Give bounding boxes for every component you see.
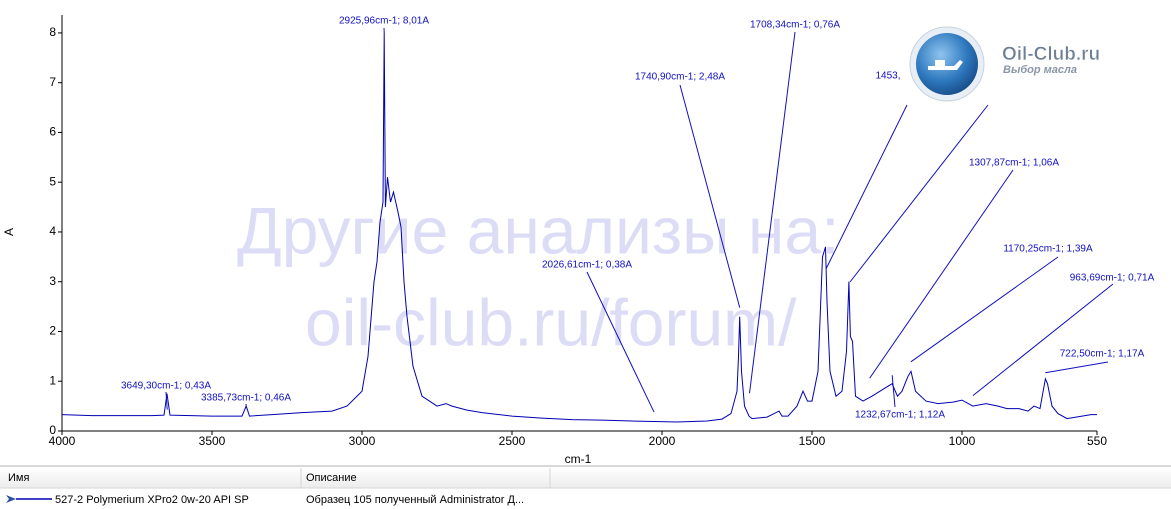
series-description[interactable]: Образец 105 полученный Administrator Д..… bbox=[306, 494, 524, 506]
annotation-leader bbox=[849, 104, 989, 283]
logo-title: Oil-Club.ru bbox=[1002, 44, 1100, 65]
annotation-label: 1708,34cm-1; 0,76A bbox=[750, 20, 840, 31]
annotation-leader bbox=[910, 256, 1059, 363]
logo-subtitle: Выбор масла bbox=[1003, 64, 1077, 76]
y-tick-label: 6 bbox=[49, 125, 56, 139]
legend-entry[interactable]: 527-2 Polymerium XPro2 0w-20 API SP bbox=[55, 494, 249, 506]
annotation-label: 1307,87cm-1; 1,06A bbox=[969, 158, 1059, 169]
annotation-label: 3649,30cm-1; 0,43A bbox=[121, 381, 211, 392]
annotation-leader bbox=[825, 104, 908, 270]
column-header[interactable]: Имя bbox=[8, 472, 29, 484]
y-tick-label: 2 bbox=[49, 324, 56, 338]
y-tick-label: 4 bbox=[49, 224, 56, 238]
watermark: Другие анализы на: oil-club.ru/forum/ bbox=[237, 193, 839, 359]
logo-disc bbox=[916, 33, 978, 95]
y-tick-label: 0 bbox=[49, 423, 56, 437]
annotation-label: 1453, bbox=[875, 71, 900, 82]
x-tick-label: 1500 bbox=[799, 434, 826, 448]
column-header[interactable]: Описание bbox=[306, 472, 357, 484]
annotation-label: 1232,67cm-1; 1,12A bbox=[855, 410, 945, 421]
annotation-leader bbox=[869, 169, 1014, 379]
y-tick-label: 3 bbox=[49, 274, 56, 288]
annotation-leader bbox=[972, 283, 1114, 397]
x-axis-label: cm-1 bbox=[565, 452, 592, 466]
annotation-label: 963,69cm-1; 0,71A bbox=[1070, 273, 1155, 284]
annotation-label: 3385,73cm-1; 0,46A bbox=[201, 393, 291, 404]
y-tick-label: 1 bbox=[49, 373, 56, 387]
table-header bbox=[0, 467, 1171, 488]
annotation-label: 2925,96cm-1; 8,01A bbox=[339, 16, 429, 27]
x-tick-label: 550 bbox=[1087, 434, 1107, 448]
annotation-leader bbox=[891, 375, 896, 408]
series-table: Имя Описание 527-2 Polymerium XPro2 0w-2… bbox=[0, 465, 1171, 506]
annotation-label: 1740,90cm-1; 2,48A bbox=[635, 72, 725, 83]
annotation-leader bbox=[749, 31, 796, 394]
row-pointer bbox=[6, 495, 16, 503]
x-tick-label: 2000 bbox=[649, 434, 676, 448]
logo: Oil-Club.ru Выбор масла bbox=[909, 26, 1100, 102]
y-tick-label: 7 bbox=[49, 75, 56, 89]
annotation-label: 2026,61cm-1; 0,38A bbox=[542, 260, 632, 271]
x-tick-label: 1000 bbox=[949, 434, 976, 448]
annotation-label: 722,50cm-1; 1,17A bbox=[1060, 349, 1145, 360]
y-axis-label: A bbox=[2, 228, 16, 236]
annotation-leader bbox=[679, 84, 741, 308]
y-tick-label: 5 bbox=[49, 174, 56, 188]
spectrum-line bbox=[61, 32, 1097, 423]
y-tick-label: 8 bbox=[49, 25, 56, 39]
x-tick-label: 3000 bbox=[349, 434, 376, 448]
annotation-label: 1170,25cm-1; 1,39A bbox=[1003, 244, 1093, 255]
annotation-leader bbox=[165, 391, 168, 410]
annotation-leader bbox=[1045, 361, 1109, 374]
logo-can bbox=[928, 60, 963, 70]
plot-area: 0 1 2 3 4 5 6 7 8 4000 3500 3000 2500 2000 1500 1000 550… bbox=[49, 15, 1155, 448]
x-tick-label: 3500 bbox=[199, 434, 226, 448]
x-tick-label: 2500 bbox=[499, 434, 526, 448]
watermark-line: Другие анализы на: bbox=[237, 193, 839, 267]
x-tick-label: 4000 bbox=[49, 434, 76, 448]
annotation-leader bbox=[586, 271, 655, 413]
watermark-line: oil-club.ru/forum/ bbox=[305, 285, 797, 359]
